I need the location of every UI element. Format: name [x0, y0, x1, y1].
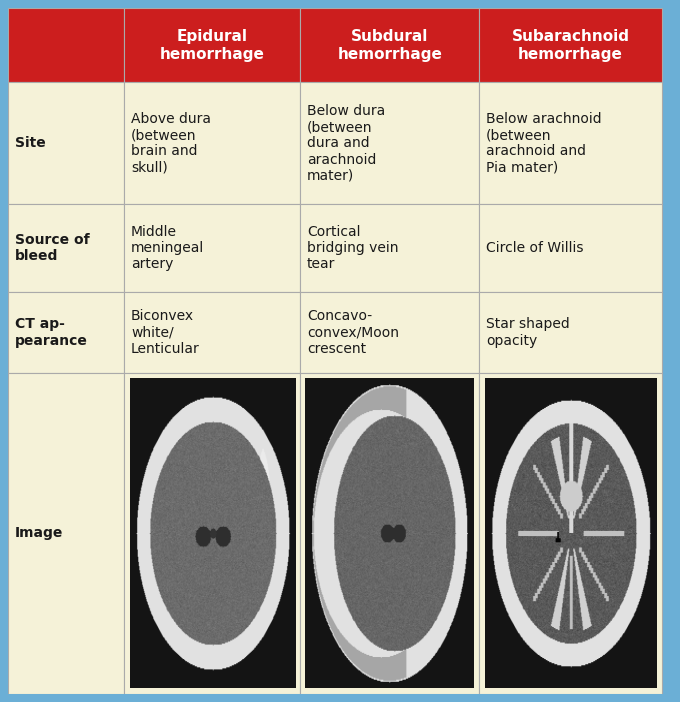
Text: Above dura
(between
brain and
skull): Above dura (between brain and skull) — [131, 112, 211, 175]
Bar — [8, 204, 124, 292]
Text: Subdural
hemorrhage: Subdural hemorrhage — [337, 29, 442, 62]
Text: Circle of Willis: Circle of Willis — [486, 241, 583, 256]
Bar — [8, 292, 124, 373]
Bar — [124, 8, 300, 82]
Bar — [124, 204, 300, 292]
Bar — [479, 292, 662, 373]
Bar — [300, 82, 479, 204]
Bar — [8, 373, 124, 694]
Bar — [124, 292, 300, 373]
Bar — [124, 82, 300, 204]
Text: CT ap-
pearance: CT ap- pearance — [15, 317, 88, 347]
Text: Subarachnoid
hemorrhage: Subarachnoid hemorrhage — [511, 29, 630, 62]
Bar — [479, 373, 662, 694]
Bar — [300, 292, 479, 373]
Text: Epidural
hemorrhage: Epidural hemorrhage — [160, 29, 265, 62]
Bar — [300, 373, 479, 694]
Text: Image: Image — [15, 526, 63, 541]
Bar — [479, 82, 662, 204]
Bar — [124, 373, 300, 694]
Bar — [300, 8, 479, 82]
Text: Cortical
bridging vein
tear: Cortical bridging vein tear — [307, 225, 398, 272]
Bar — [479, 204, 662, 292]
Bar — [479, 8, 662, 82]
Text: Concavo-
convex/Moon
crescent: Concavo- convex/Moon crescent — [307, 310, 398, 356]
Text: Biconvex
white/
Lenticular: Biconvex white/ Lenticular — [131, 310, 200, 356]
Text: Below dura
(between
dura and
arachnoid
mater): Below dura (between dura and arachnoid m… — [307, 104, 385, 183]
Bar — [8, 8, 124, 82]
Bar — [300, 204, 479, 292]
Text: Below arachnoid
(between
arachnoid and
Pia mater): Below arachnoid (between arachnoid and P… — [486, 112, 602, 175]
Text: Middle
meningeal
artery: Middle meningeal artery — [131, 225, 204, 272]
Text: Star shaped
opacity: Star shaped opacity — [486, 317, 570, 347]
Text: Source of
bleed: Source of bleed — [15, 233, 90, 263]
Bar — [8, 82, 124, 204]
Text: Site: Site — [15, 136, 46, 150]
